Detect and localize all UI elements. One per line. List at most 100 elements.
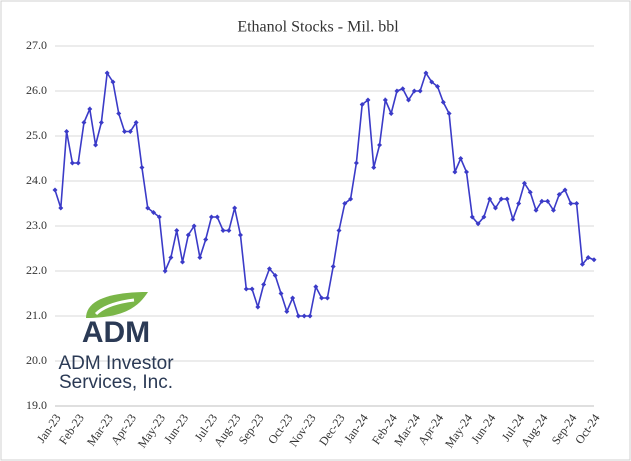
data-point — [469, 214, 475, 220]
data-point — [168, 255, 174, 260]
data-point — [406, 97, 412, 103]
data-point — [214, 214, 220, 220]
data-point — [295, 313, 301, 319]
data-point — [237, 232, 243, 238]
data-point — [591, 257, 597, 263]
logo: ADM ADM Investor Services, Inc. — [58, 292, 174, 393]
data-point — [110, 79, 116, 85]
data-point — [371, 165, 377, 170]
data-point — [435, 84, 441, 89]
data-point — [307, 313, 313, 319]
data-point — [400, 86, 406, 92]
chart-title: Ethanol Stocks - Mil. bbl — [237, 19, 399, 36]
data-point — [330, 264, 336, 269]
data-point — [348, 196, 354, 202]
data-point — [492, 205, 498, 211]
data-point — [556, 192, 562, 197]
data-point — [562, 187, 568, 193]
data-point — [527, 189, 533, 195]
data-point — [301, 313, 307, 319]
data-point — [220, 228, 226, 233]
data-point — [69, 160, 75, 166]
logo-mark: ADM — [82, 316, 150, 349]
data-point — [521, 180, 527, 186]
data-point — [81, 120, 87, 125]
data-point — [98, 120, 104, 125]
data-point — [156, 214, 162, 220]
data-point — [359, 102, 365, 107]
data-point — [487, 196, 493, 202]
data-point — [458, 156, 464, 161]
y-tick-label: 23.0 — [26, 218, 47, 232]
data-point — [516, 201, 522, 206]
data-point — [510, 216, 516, 222]
logo-line: Services, Inc. — [59, 372, 173, 393]
data-point — [145, 205, 151, 211]
data-point — [93, 142, 99, 148]
data-point — [342, 201, 348, 206]
data-point — [174, 228, 180, 233]
data-point — [579, 261, 585, 267]
data-point — [272, 273, 278, 278]
y-tick-label: 24.0 — [26, 173, 47, 187]
data-point — [324, 295, 330, 301]
data-point — [290, 295, 296, 301]
data-point — [197, 255, 203, 260]
data-point — [394, 88, 400, 94]
data-point — [382, 97, 388, 103]
data-point — [411, 88, 417, 94]
data-point — [185, 232, 191, 238]
data-point — [313, 284, 319, 290]
data-point — [255, 304, 261, 310]
y-tick-label: 21.0 — [26, 308, 47, 322]
data-point — [417, 88, 423, 94]
data-point — [533, 207, 539, 213]
data-point — [504, 196, 510, 202]
data-point — [452, 169, 458, 175]
data-point — [336, 228, 342, 233]
data-point — [423, 70, 429, 76]
data-point — [261, 282, 267, 287]
data-point — [232, 205, 238, 211]
data-point — [75, 160, 81, 166]
data-line — [54, 70, 595, 317]
data-point — [574, 201, 580, 206]
logo-leaf-vein — [94, 298, 135, 316]
data-point — [498, 196, 504, 202]
data-point — [162, 268, 168, 274]
data-point — [429, 79, 435, 85]
data-point — [58, 205, 64, 211]
logo-leaf — [86, 292, 148, 318]
data-point — [545, 198, 551, 204]
data-point — [133, 120, 139, 125]
y-tick-label: 26.0 — [26, 83, 47, 97]
data-point — [266, 266, 272, 272]
data-point — [203, 237, 209, 242]
data-point — [226, 228, 232, 233]
data-point — [104, 70, 110, 76]
data-point — [249, 286, 255, 292]
data-point — [539, 198, 545, 204]
data-point — [319, 295, 325, 301]
y-tick-label: 19.0 — [26, 398, 47, 412]
logo-line: ADM Investor — [58, 353, 174, 374]
data-point — [122, 129, 128, 134]
data-point — [278, 291, 284, 296]
data-point — [365, 97, 371, 103]
data-point — [180, 259, 186, 265]
data-point — [550, 207, 556, 213]
data-point — [139, 165, 145, 170]
data-point — [585, 255, 591, 260]
data-point — [568, 201, 574, 206]
data-point — [151, 210, 157, 215]
data-point — [388, 111, 394, 116]
y-tick-label: 22.0 — [26, 263, 47, 277]
data-point — [87, 106, 93, 112]
data-point — [52, 187, 58, 193]
data-point — [64, 129, 70, 134]
y-tick-label: 25.0 — [26, 128, 47, 142]
data-point — [377, 142, 383, 148]
data-point — [440, 99, 446, 105]
